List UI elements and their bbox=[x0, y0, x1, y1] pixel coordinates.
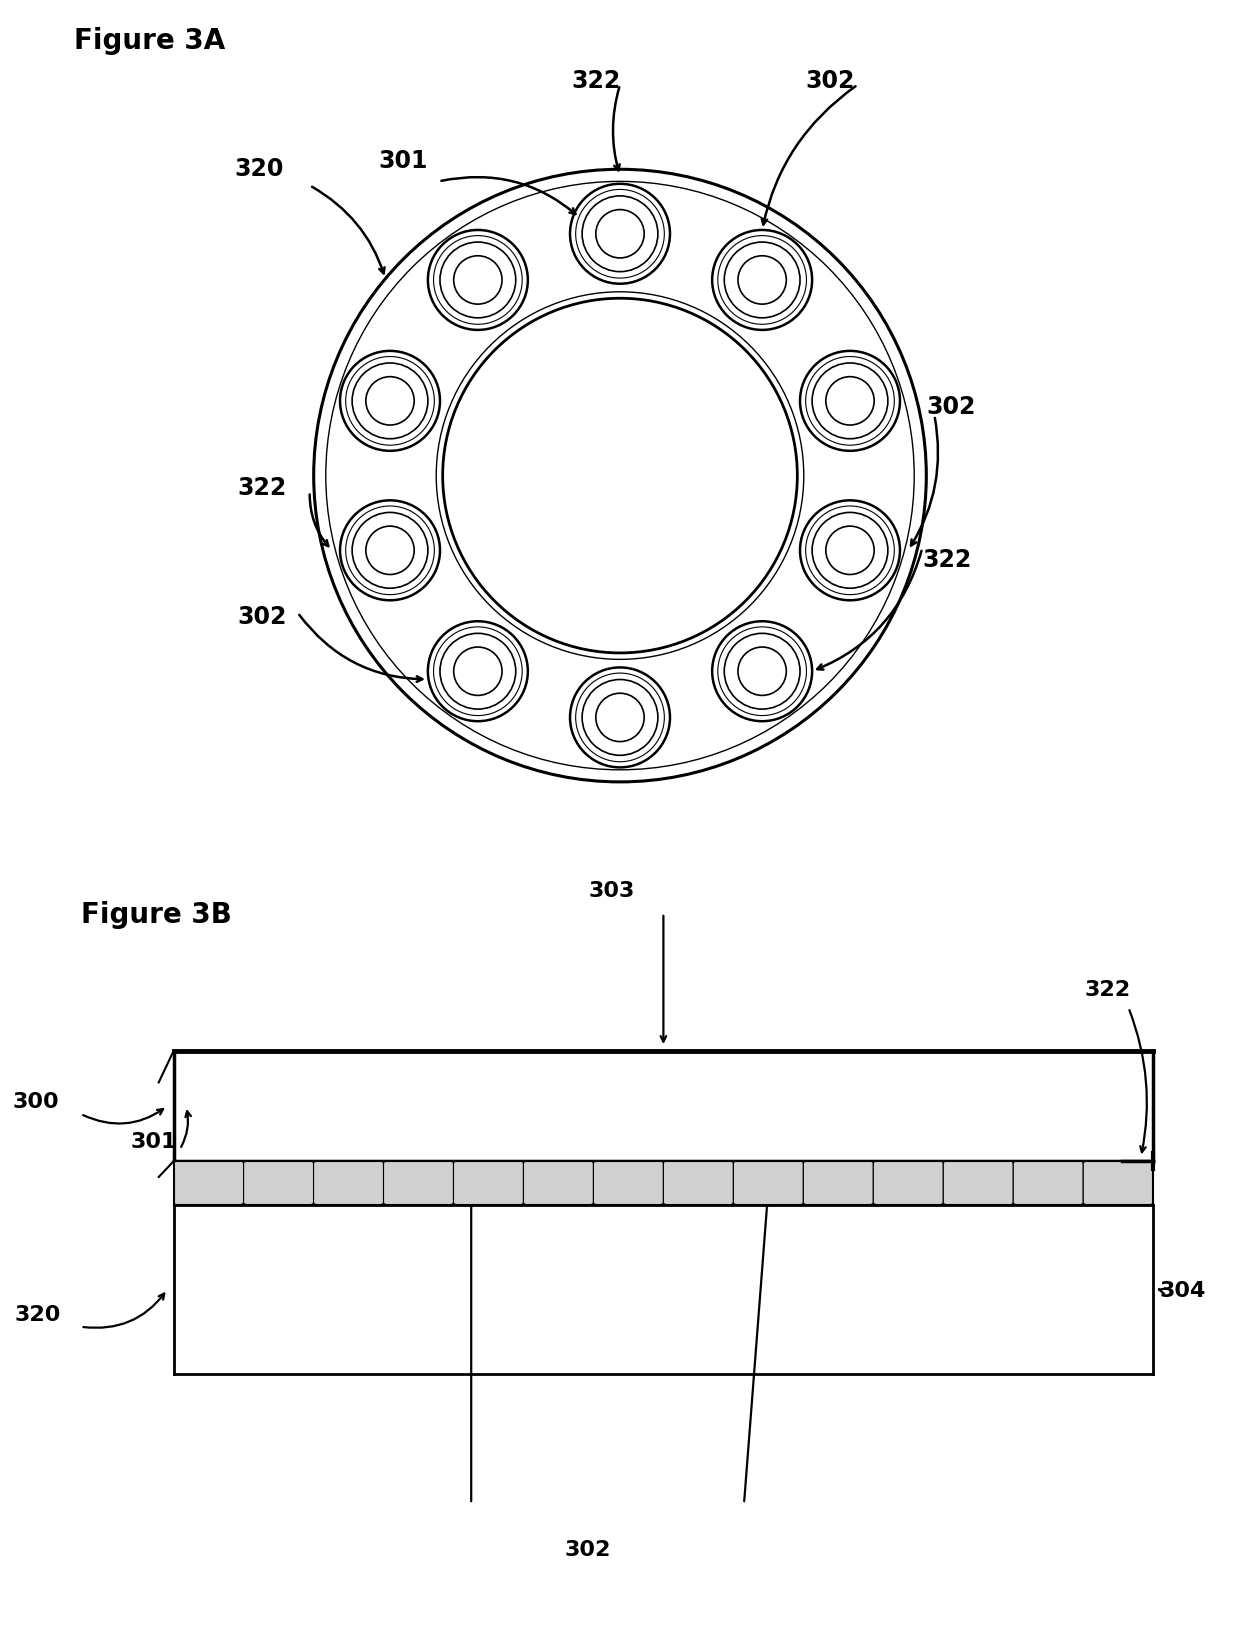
Text: 301: 301 bbox=[130, 1131, 176, 1151]
Text: Figure 3B: Figure 3B bbox=[81, 901, 232, 929]
Text: 302: 302 bbox=[806, 69, 854, 92]
Circle shape bbox=[582, 195, 658, 271]
FancyBboxPatch shape bbox=[454, 1161, 523, 1205]
Circle shape bbox=[454, 256, 502, 304]
Circle shape bbox=[428, 621, 528, 721]
Circle shape bbox=[800, 351, 900, 452]
FancyBboxPatch shape bbox=[663, 1161, 733, 1205]
FancyBboxPatch shape bbox=[594, 1161, 663, 1205]
Text: 303: 303 bbox=[589, 882, 635, 901]
Circle shape bbox=[454, 647, 502, 696]
Text: 302: 302 bbox=[237, 604, 286, 629]
Circle shape bbox=[812, 363, 888, 438]
Circle shape bbox=[724, 634, 800, 709]
Bar bbox=[174, 1051, 1153, 1161]
Circle shape bbox=[812, 512, 888, 588]
FancyBboxPatch shape bbox=[174, 1161, 243, 1205]
Circle shape bbox=[340, 351, 440, 452]
Circle shape bbox=[366, 376, 414, 425]
Circle shape bbox=[738, 256, 786, 304]
Text: 320: 320 bbox=[234, 158, 284, 181]
Text: 322: 322 bbox=[923, 548, 971, 571]
Text: 322: 322 bbox=[1085, 980, 1131, 1000]
Text: 304: 304 bbox=[1159, 1281, 1205, 1300]
Circle shape bbox=[428, 230, 528, 330]
FancyBboxPatch shape bbox=[804, 1161, 873, 1205]
Circle shape bbox=[738, 647, 786, 696]
Circle shape bbox=[352, 363, 428, 438]
FancyBboxPatch shape bbox=[243, 1161, 314, 1205]
Circle shape bbox=[570, 184, 670, 284]
FancyBboxPatch shape bbox=[944, 1161, 1013, 1205]
Circle shape bbox=[826, 376, 874, 425]
Text: 302: 302 bbox=[564, 1540, 610, 1560]
FancyBboxPatch shape bbox=[733, 1161, 804, 1205]
FancyBboxPatch shape bbox=[383, 1161, 454, 1205]
FancyBboxPatch shape bbox=[314, 1161, 383, 1205]
Circle shape bbox=[712, 621, 812, 721]
Circle shape bbox=[595, 210, 645, 258]
Text: 301: 301 bbox=[378, 149, 428, 172]
Circle shape bbox=[440, 241, 516, 319]
Circle shape bbox=[570, 667, 670, 767]
Circle shape bbox=[800, 501, 900, 601]
Circle shape bbox=[582, 680, 658, 755]
Circle shape bbox=[595, 693, 645, 742]
Text: 300: 300 bbox=[12, 1092, 60, 1112]
FancyBboxPatch shape bbox=[523, 1161, 594, 1205]
FancyBboxPatch shape bbox=[1013, 1161, 1084, 1205]
Bar bbox=[174, 1205, 1153, 1374]
Circle shape bbox=[366, 525, 414, 575]
Text: 302: 302 bbox=[926, 396, 976, 419]
FancyBboxPatch shape bbox=[1084, 1161, 1153, 1205]
Text: Figure 3A: Figure 3A bbox=[74, 26, 226, 54]
Circle shape bbox=[340, 501, 440, 601]
Text: 322: 322 bbox=[237, 476, 286, 499]
Circle shape bbox=[352, 512, 428, 588]
Text: 320: 320 bbox=[15, 1305, 61, 1325]
Circle shape bbox=[826, 525, 874, 575]
Circle shape bbox=[440, 634, 516, 709]
Circle shape bbox=[724, 241, 800, 319]
FancyBboxPatch shape bbox=[873, 1161, 944, 1205]
Text: 322: 322 bbox=[572, 69, 621, 92]
Circle shape bbox=[712, 230, 812, 330]
